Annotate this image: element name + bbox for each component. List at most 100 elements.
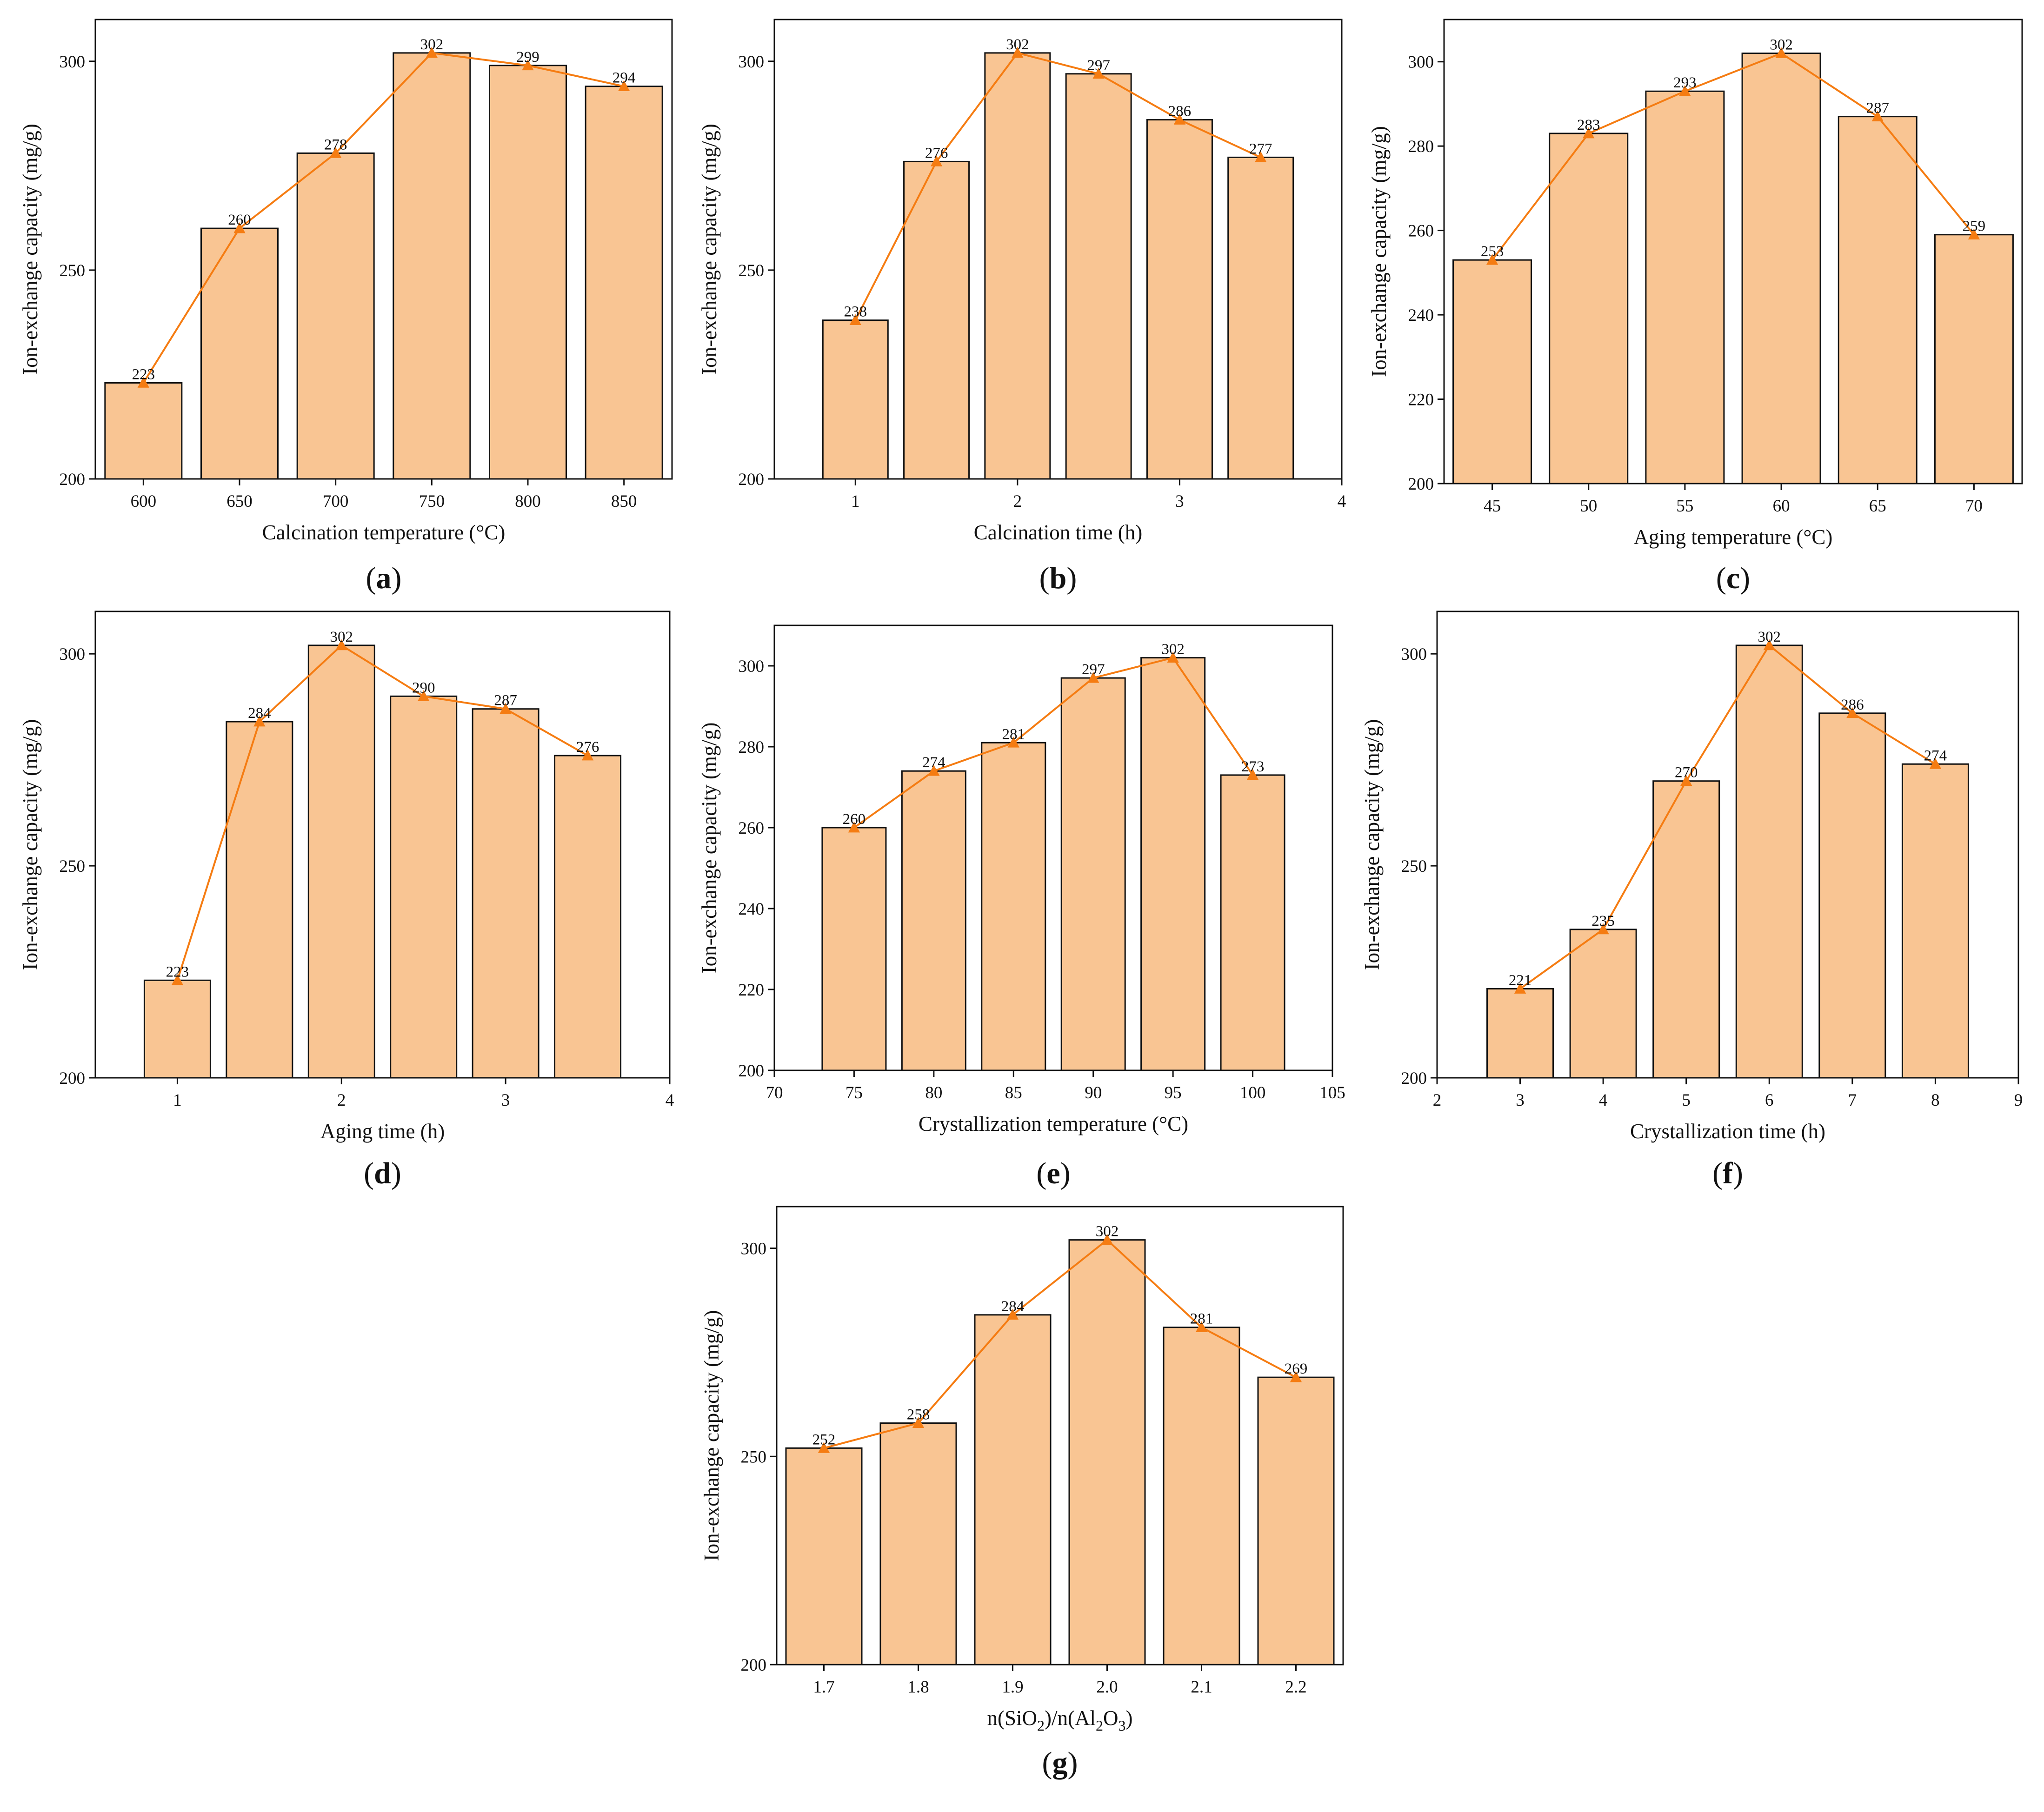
x-tick-label-e-0: 70 <box>766 1083 783 1102</box>
bar-f-3 <box>1735 644 1803 1079</box>
marker-c-3 <box>1775 47 1787 58</box>
bar-c-3 <box>1741 53 1821 485</box>
x-axis-label-d: Aging time (h) <box>320 1120 445 1143</box>
bar-a-3 <box>393 52 471 480</box>
bar-b-2 <box>984 52 1051 480</box>
marker-c-0 <box>1486 254 1498 265</box>
bar-d-0 <box>143 979 211 1079</box>
chart-panel-a: 200 250 300 600 650 700 750 800 850 223 260 278 302 2… <box>19 19 673 595</box>
data-label-b-3: 297 <box>1087 57 1110 74</box>
y-tick-label-c-0: 200 <box>1408 475 1434 494</box>
marker-f-1 <box>1597 923 1609 935</box>
x-tick-label-f-0: 2 <box>1433 1091 1442 1110</box>
plot-frame-f <box>1436 611 2019 1079</box>
y-tick-label-d-1: 250 <box>60 857 86 876</box>
data-label-d-0: 223 <box>166 963 189 980</box>
data-label-a-4: 299 <box>516 49 539 66</box>
x-tick-label-f-1: 3 <box>1516 1091 1525 1110</box>
bar-d-5 <box>554 755 622 1079</box>
y-tick-label-d-0: 200 <box>60 1069 86 1088</box>
marker-b-1 <box>930 155 943 166</box>
marker-f-3 <box>1763 639 1775 650</box>
x-tick-label-a-2: 700 <box>323 492 349 511</box>
chart-panel-b: 200 250 300 1 2 3 4 238 276 302 297 286 277 Calcinati… <box>698 19 1346 595</box>
bar-b-0 <box>822 319 889 480</box>
x-tick-label-c-4: 65 <box>1869 497 1886 516</box>
bar-e-0 <box>821 827 887 1071</box>
y-tick-label-g-0: 200 <box>741 1656 767 1675</box>
x-tick-label-f-7: 9 <box>2014 1091 2023 1110</box>
data-label-b-4: 286 <box>1168 103 1192 120</box>
x-tick-label-g-2: 1.9 <box>1002 1678 1023 1697</box>
x-tick-label-g-1: 1.8 <box>907 1678 929 1697</box>
x-axis-label-a: Calcination temperature (°C) <box>262 521 506 544</box>
x-tick-label-e-6: 100 <box>1240 1083 1266 1102</box>
x-tick-label-b-3: 4 <box>1338 492 1346 511</box>
x-tick-label-e-5: 95 <box>1165 1083 1182 1102</box>
data-label-b-1: 276 <box>925 145 948 161</box>
data-label-b-5: 277 <box>1249 140 1272 157</box>
panel-label-c: (c) <box>1716 561 1750 595</box>
data-label-f-5: 274 <box>1924 747 1947 764</box>
bar-d-2 <box>307 644 375 1079</box>
bar-b-5 <box>1227 156 1294 480</box>
series-line-b <box>854 52 1261 321</box>
x-tick-label-c-2: 55 <box>1676 497 1693 516</box>
marker-g-5 <box>1290 1371 1302 1382</box>
y-tick-label-e-5: 300 <box>739 657 765 676</box>
plot-frame-e <box>773 624 1333 1071</box>
plot-frame-c <box>1443 19 2023 485</box>
data-label-g-0: 252 <box>812 1431 836 1448</box>
bar-e-1 <box>901 770 966 1071</box>
series-line-e <box>853 657 1254 829</box>
data-label-a-3: 302 <box>420 36 444 53</box>
bar-d-1 <box>226 721 293 1079</box>
marker-c-4 <box>1871 110 1884 122</box>
bar-g-3 <box>1068 1239 1146 1666</box>
x-tick-label-a-1: 650 <box>226 492 253 511</box>
bar-g-5 <box>1257 1376 1335 1666</box>
data-label-e-1: 274 <box>922 754 945 771</box>
marker-a-2 <box>329 147 342 158</box>
bar-b-1 <box>903 160 970 480</box>
data-label-f-2: 270 <box>1675 764 1698 781</box>
y-tick-label-b-0: 200 <box>739 470 765 489</box>
y-tick-label-f-1: 250 <box>1401 857 1427 876</box>
bar-f-5 <box>1901 763 1969 1079</box>
plot-frame-g <box>776 1206 1344 1666</box>
panel-label-g: (g) <box>1042 1746 1078 1780</box>
y-tick-label-a-1: 250 <box>60 261 86 280</box>
data-label-f-3: 302 <box>1758 629 1781 645</box>
y-axis-label-g: Ion-exchange capacity (mg/g) <box>700 1310 723 1561</box>
y-axis-label-b: Ion-exchange capacity (mg/g) <box>698 124 721 375</box>
y-tick-label-b-2: 300 <box>739 53 765 72</box>
bar-f-2 <box>1652 780 1720 1079</box>
x-tick-label-c-0: 45 <box>1484 497 1501 516</box>
x-axis-label-b: Calcination time (h) <box>974 521 1142 544</box>
bar-c-0 <box>1452 259 1532 485</box>
y-tick-label-c-4: 280 <box>1408 137 1434 156</box>
marker-e-5 <box>1246 769 1259 780</box>
panel-label-f: (f) <box>1712 1156 1743 1190</box>
marker-b-4 <box>1173 113 1186 125</box>
y-tick-label-g-2: 300 <box>741 1240 767 1259</box>
marker-e-3 <box>1087 671 1099 683</box>
x-tick-label-e-3: 85 <box>1005 1083 1022 1102</box>
bar-f-0 <box>1486 988 1554 1079</box>
y-tick-label-a-0: 200 <box>60 470 86 489</box>
panel-label-e: (e) <box>1036 1156 1070 1190</box>
x-tick-label-f-2: 4 <box>1599 1091 1608 1110</box>
bar-g-1 <box>879 1422 957 1666</box>
x-tick-label-b-2: 3 <box>1175 492 1184 511</box>
x-tick-label-d-0: 1 <box>173 1091 182 1110</box>
marker-a-3 <box>426 46 438 58</box>
bar-e-3 <box>1060 677 1126 1071</box>
panel-label-a: (a) <box>366 561 402 595</box>
data-label-c-2: 293 <box>1673 74 1697 91</box>
y-tick-label-e-3: 260 <box>739 819 765 838</box>
x-axis-label-c: Aging temperature (°C) <box>1634 525 1833 549</box>
bar-d-4 <box>472 708 539 1079</box>
marker-e-1 <box>928 765 940 776</box>
marker-g-2 <box>1006 1308 1019 1320</box>
bar-b-4 <box>1146 119 1213 480</box>
